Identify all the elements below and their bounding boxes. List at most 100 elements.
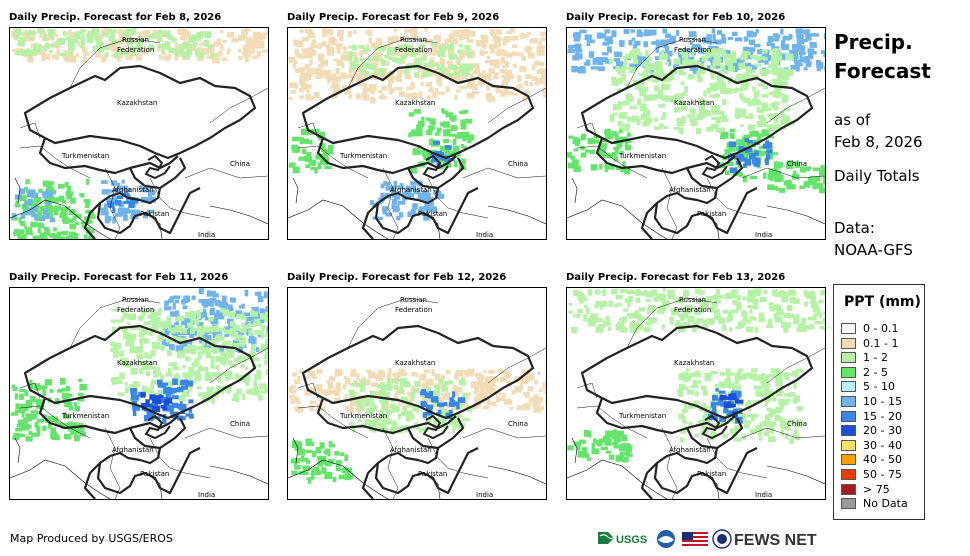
precip-cell (766, 124, 772, 131)
precip-cell (577, 450, 584, 458)
precip-cell (625, 53, 633, 59)
precip-cell (719, 394, 727, 401)
precip-cell (62, 54, 68, 59)
precip-cell (408, 133, 412, 138)
precip-cell (22, 203, 27, 208)
precip-cell (733, 437, 740, 442)
precip-cell (642, 71, 649, 79)
precip-cell (573, 37, 581, 42)
precip-cell (719, 81, 727, 88)
precip-cell (181, 42, 189, 50)
precip-cell (259, 322, 263, 328)
precip-cell (254, 313, 261, 321)
precip-cell (631, 115, 640, 122)
precip-cell (481, 44, 487, 48)
precip-cell (203, 303, 208, 308)
precip-cell (459, 158, 466, 165)
precip-cell (355, 74, 361, 80)
precip-cell (662, 288, 666, 292)
precip-cell (399, 212, 404, 218)
precip-cell (453, 38, 458, 45)
precip-cell (244, 55, 249, 63)
precip-cell (405, 92, 413, 99)
precip-cell (179, 403, 187, 411)
precip-cell (57, 183, 65, 189)
precip-cell (165, 392, 172, 397)
precip-cell (761, 49, 768, 54)
precip-cell (655, 46, 660, 53)
legend-label: 30 - 40 (863, 438, 902, 452)
precip-cell (400, 378, 408, 385)
precip-cell (812, 185, 818, 190)
precip-cell (662, 28, 668, 34)
precip-cell (380, 59, 386, 66)
map-panel-1: Russian Federation Kazakhstan Turkmenist… (9, 27, 269, 240)
precip-cell (258, 42, 265, 49)
precip-cell (464, 28, 470, 36)
precip-cell (42, 425, 47, 431)
precip-cell (764, 60, 769, 65)
precip-cell (390, 48, 396, 54)
precip-cell (142, 30, 148, 35)
precip-cell (380, 183, 385, 189)
usaid-seal-icon (712, 529, 732, 549)
precip-cell (161, 384, 167, 389)
precip-cell (306, 68, 315, 75)
precip-cell (301, 36, 309, 42)
precip-cell (48, 422, 52, 429)
precip-cell (47, 195, 55, 202)
precip-cell (776, 390, 782, 397)
precip-cell (368, 64, 377, 70)
precip-cell (441, 375, 445, 381)
precip-cell (252, 311, 258, 317)
precip-cell (715, 388, 719, 392)
precip-cell (631, 37, 636, 41)
precip-cell (152, 343, 160, 350)
precip-cell (152, 405, 161, 413)
precip-cell (760, 297, 767, 303)
precip-cell (423, 155, 429, 160)
precip-cell (194, 328, 198, 335)
precip-cell (296, 54, 302, 58)
precip-cell (617, 143, 623, 148)
precip-cell (176, 52, 182, 58)
precip-cell (347, 30, 352, 38)
precip-cell (447, 38, 455, 43)
precip-cell (607, 326, 611, 332)
precip-cell (739, 419, 748, 424)
precip-cell (449, 399, 456, 404)
precip-cell (191, 34, 199, 42)
precip-cell (311, 468, 316, 473)
precip-cell (102, 33, 108, 37)
precip-cell (710, 123, 719, 130)
precip-cell (119, 372, 125, 379)
precip-cell (397, 51, 403, 57)
precip-cell (113, 52, 120, 59)
precip-cell (188, 386, 193, 392)
precip-cell (124, 382, 128, 387)
precip-cell (590, 164, 598, 171)
label-federation: Federation (117, 46, 155, 54)
precip-cell (816, 309, 821, 316)
precip-cell (804, 56, 810, 61)
precip-cell (744, 50, 750, 56)
precip-cell (774, 316, 783, 323)
precip-cell (301, 128, 309, 136)
precip-cell (768, 91, 775, 96)
precip-cell (727, 372, 735, 376)
precip-cell (567, 152, 572, 158)
precip-cell (329, 78, 337, 82)
precip-cell (539, 68, 546, 74)
precip-cell (801, 38, 808, 43)
precip-cell (586, 39, 591, 47)
precip-cell (236, 388, 242, 394)
precip-cell (663, 125, 669, 130)
precip-cell (260, 344, 268, 352)
precip-cell (509, 28, 516, 33)
precip-cell (579, 299, 584, 304)
precip-cell (24, 225, 28, 230)
precip-cell (391, 203, 396, 210)
precip-cell (572, 138, 581, 145)
precip-cell (472, 70, 481, 74)
precip-cell (717, 30, 723, 35)
